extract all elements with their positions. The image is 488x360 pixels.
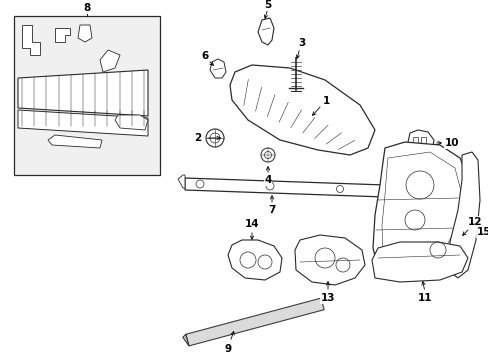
Text: 3: 3 <box>298 38 305 48</box>
Polygon shape <box>420 137 425 148</box>
Text: 6: 6 <box>201 51 208 61</box>
Polygon shape <box>55 28 70 42</box>
Polygon shape <box>184 178 384 197</box>
Polygon shape <box>18 70 148 116</box>
Text: 10: 10 <box>444 138 458 148</box>
Text: 4: 4 <box>264 175 271 185</box>
Polygon shape <box>78 25 92 42</box>
Text: 11: 11 <box>417 293 431 303</box>
Polygon shape <box>115 115 148 130</box>
Text: 7: 7 <box>268 205 275 215</box>
Polygon shape <box>183 334 188 346</box>
Polygon shape <box>412 137 417 148</box>
Text: 8: 8 <box>83 3 90 13</box>
Polygon shape <box>18 110 148 136</box>
Text: 9: 9 <box>224 344 231 354</box>
Polygon shape <box>100 50 120 72</box>
Polygon shape <box>371 242 467 282</box>
Polygon shape <box>185 298 324 346</box>
Polygon shape <box>294 235 364 285</box>
Text: 12: 12 <box>467 217 481 227</box>
Polygon shape <box>22 25 40 55</box>
Polygon shape <box>258 18 273 45</box>
Text: 2: 2 <box>194 133 201 143</box>
Polygon shape <box>227 240 282 280</box>
Polygon shape <box>229 65 374 155</box>
Polygon shape <box>209 59 225 78</box>
Polygon shape <box>178 175 184 188</box>
Text: 5: 5 <box>264 0 271 10</box>
Polygon shape <box>449 152 479 278</box>
Text: 1: 1 <box>322 96 329 106</box>
Polygon shape <box>407 130 433 155</box>
Text: 14: 14 <box>244 219 259 229</box>
Polygon shape <box>48 135 102 148</box>
Text: 15: 15 <box>476 227 488 237</box>
Text: 13: 13 <box>320 293 335 303</box>
Polygon shape <box>372 142 467 278</box>
Bar <box>14 16 160 175</box>
